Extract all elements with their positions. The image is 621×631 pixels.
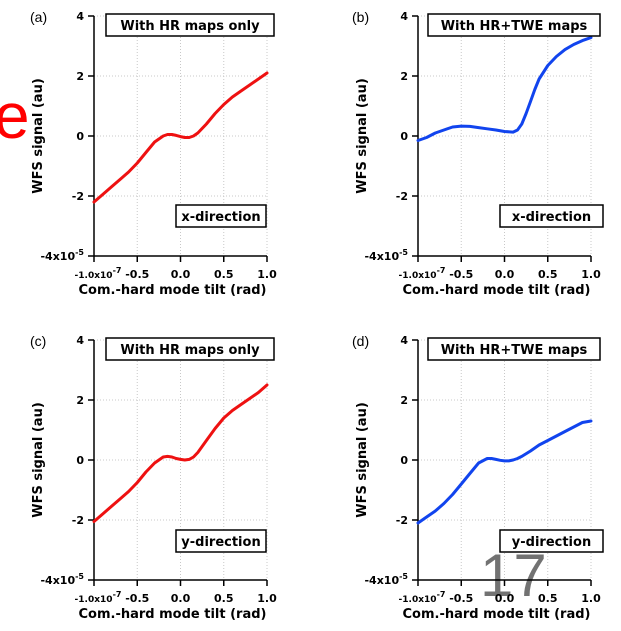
y-tick-label: -4x10-5 xyxy=(40,248,84,263)
panel-label: (b) xyxy=(352,9,369,25)
x-tick-label: 0.5 xyxy=(538,268,558,281)
y-tick-label: 4 xyxy=(76,334,84,347)
y-tick-label: 0 xyxy=(400,454,408,467)
y-tick-label: 4 xyxy=(400,334,408,347)
title-box xyxy=(105,337,275,361)
direction-annotation: y-direction xyxy=(512,535,591,550)
series-line-0 xyxy=(416,419,593,525)
x-axis-title: Com.-hard mode tilt (rad) xyxy=(79,283,267,298)
annotation-box xyxy=(499,204,604,228)
panel-label: (a) xyxy=(30,9,47,25)
x-tick-label: 0.5 xyxy=(538,592,558,605)
x-tick-label: -0.5 xyxy=(449,592,473,605)
y-axis-title: WFS signal (au) xyxy=(355,402,370,518)
chart-panel-a: -4x10-5 -2 0 2 4 -1.0x10-7 -0.5 0.0 0.5 1.0 Com.-h… xyxy=(30,9,277,298)
y-tick-label: 0 xyxy=(76,454,84,467)
direction-annotation: x-direction xyxy=(181,210,260,225)
x-axis-title: Com.-hard mode tilt (rad) xyxy=(403,283,591,298)
title-box xyxy=(427,337,601,361)
panel-label: (c) xyxy=(30,333,46,349)
x-tick-label: -0.5 xyxy=(125,592,149,605)
x-tick-label: 1.0 xyxy=(257,268,277,281)
chart-title: With HR maps only xyxy=(120,19,260,34)
x-tick-label: 0.0 xyxy=(495,592,515,605)
y-tick-label: 4 xyxy=(76,10,84,23)
y-tick-label: 0 xyxy=(400,130,408,143)
x-tick-label: -1.0x10-7 xyxy=(75,266,122,281)
x-tick-label: 0.5 xyxy=(214,592,234,605)
title-box xyxy=(105,13,275,37)
panel-label: (d) xyxy=(352,333,369,349)
y-tick-label: 2 xyxy=(400,394,408,407)
chart-title: With HR+TWE maps xyxy=(441,19,588,34)
x-axis-title: Com.-hard mode tilt (rad) xyxy=(403,607,591,622)
y-tick-label: -2 xyxy=(396,190,408,203)
chart-panel-b: -4x10-5 -2 0 2 4 -1.0x10-7 -0.5 0.0 0.5 1.0 Com.-h… xyxy=(352,9,604,298)
y-tick-label: 0 xyxy=(76,130,84,143)
chart-panel-c: -4x10-5 -2 0 2 4 -1.0x10-7 -0.5 0.0 0.5 1.0 Com.-h… xyxy=(30,333,277,622)
series-line-0 xyxy=(416,36,593,142)
y-tick-label: 4 xyxy=(400,10,408,23)
direction-annotation: x-direction xyxy=(512,210,591,225)
y-tick-label: 2 xyxy=(400,70,408,83)
x-tick-label: 0.0 xyxy=(171,592,191,605)
x-tick-label: 1.0 xyxy=(581,592,601,605)
x-tick-label: 0.5 xyxy=(214,268,234,281)
y-tick-label: -4x10-5 xyxy=(364,248,408,263)
x-tick-label: -0.5 xyxy=(449,268,473,281)
x-tick-label: 0.0 xyxy=(495,268,515,281)
x-tick-label: 1.0 xyxy=(257,592,277,605)
annotation-box xyxy=(175,204,267,228)
series-line-0 xyxy=(92,71,269,204)
y-tick-label: -4x10-5 xyxy=(40,572,84,587)
chart-panel-d: -4x10-5 -2 0 2 4 -1.0x10-7 -0.5 0.0 0.5 1.0 Com.-h… xyxy=(352,333,604,622)
slide-title-fragment: e xyxy=(0,80,30,152)
y-axis-title: WFS signal (au) xyxy=(355,78,370,194)
y-tick-label: -4x10-5 xyxy=(364,572,408,587)
annotation-box xyxy=(499,529,604,553)
direction-annotation: y-direction xyxy=(181,535,260,550)
y-tick-label: -2 xyxy=(72,190,84,203)
y-tick-label: 2 xyxy=(76,394,84,407)
x-tick-label: -1.0x10-7 xyxy=(399,266,446,281)
annotation-box xyxy=(175,529,267,553)
x-tick-label: -1.0x10-7 xyxy=(75,590,122,605)
chart-title: With HR+TWE maps xyxy=(441,343,588,358)
y-tick-label: -2 xyxy=(396,514,408,527)
x-tick-label: 1.0 xyxy=(581,268,601,281)
series-line-0 xyxy=(92,383,269,523)
title-box xyxy=(427,13,601,37)
y-axis-title: WFS signal (au) xyxy=(31,78,46,194)
y-tick-label: -2 xyxy=(72,514,84,527)
x-tick-label: -0.5 xyxy=(125,268,149,281)
slide-page-number: 17 xyxy=(480,542,547,609)
y-axis-title: WFS signal (au) xyxy=(31,402,46,518)
chart-title: With HR maps only xyxy=(120,343,260,358)
x-axis-title: Com.-hard mode tilt (rad) xyxy=(79,607,267,622)
x-tick-label: -1.0x10-7 xyxy=(399,590,446,605)
x-tick-label: 0.0 xyxy=(171,268,191,281)
y-tick-label: 2 xyxy=(76,70,84,83)
